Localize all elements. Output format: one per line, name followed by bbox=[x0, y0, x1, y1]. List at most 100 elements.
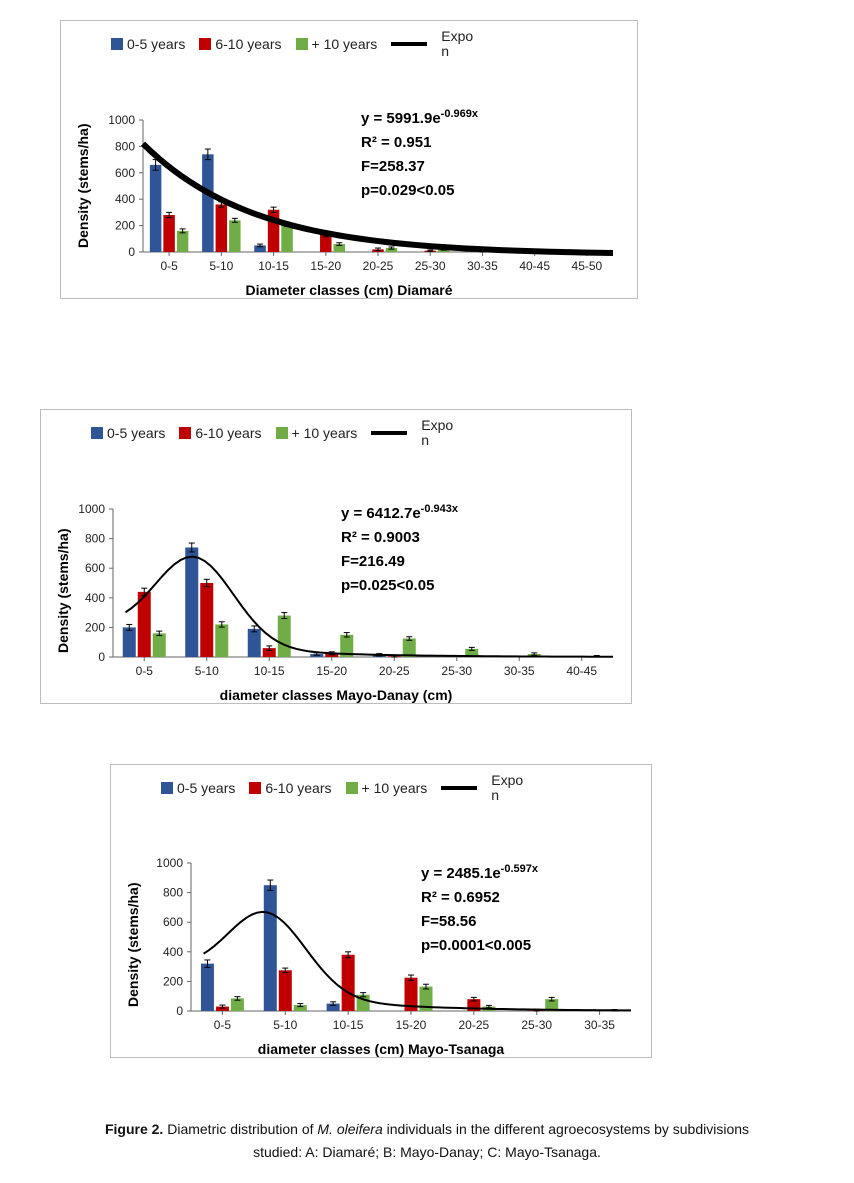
svg-text:800: 800 bbox=[115, 139, 135, 153]
svg-text:400: 400 bbox=[85, 590, 105, 604]
svg-text:5-10: 5-10 bbox=[273, 1018, 297, 1032]
legend-item-6-10: 6-10 years bbox=[179, 425, 261, 441]
svg-text:20-25: 20-25 bbox=[459, 1018, 490, 1032]
legend: 0-5 years 6-10 years + 10 years Expon bbox=[41, 410, 631, 453]
legend-label: 0-5 years bbox=[177, 780, 235, 796]
chart-plot-area: Density (stems/ha) 020040060080010000-55… bbox=[61, 64, 637, 298]
legend-item-6-10: 6-10 years bbox=[249, 780, 331, 796]
legend-swatch bbox=[161, 782, 173, 794]
chart-svg: 020040060080010000-55-1010-1515-2020-252… bbox=[41, 453, 631, 685]
svg-text:15-20: 15-20 bbox=[316, 664, 347, 678]
svg-text:5-10: 5-10 bbox=[209, 259, 233, 273]
legend-item-expon bbox=[371, 431, 407, 435]
legend-swatch bbox=[296, 38, 308, 50]
legend-label: 6-10 years bbox=[215, 36, 281, 52]
legend-expon-label: Expon bbox=[441, 29, 473, 60]
y-axis-label: Density (stems/ha) bbox=[75, 123, 91, 247]
legend-item-expon bbox=[391, 42, 427, 46]
legend-swatch bbox=[179, 427, 191, 439]
caption-figure-number: Figure 2. bbox=[105, 1121, 163, 1137]
legend-item-10plus: + 10 years bbox=[296, 36, 378, 52]
svg-text:40-45: 40-45 bbox=[519, 259, 550, 273]
svg-text:600: 600 bbox=[85, 561, 105, 575]
legend-line-icon bbox=[441, 786, 477, 790]
legend: 0-5 years 6-10 years + 10 years Expon bbox=[61, 21, 637, 64]
svg-text:1000: 1000 bbox=[78, 502, 105, 516]
chart-svg: 0 200 400 600 800 1000 0-5 5-10 10-15 15-20 20-25 2… bbox=[111, 807, 651, 1039]
legend-label: 0-5 years bbox=[107, 425, 165, 441]
chart-plot-area: Density (stems/ha) 0 200 400 600 800 1000 0-5 5… bbox=[111, 807, 651, 1057]
chart-plot-area: Density (stems/ha) 020040060080010000-55… bbox=[41, 453, 631, 703]
legend-expon-label: Expon bbox=[421, 418, 453, 449]
svg-text:0-5: 0-5 bbox=[160, 259, 178, 273]
svg-text:800: 800 bbox=[163, 886, 183, 900]
legend-item-expon bbox=[441, 786, 477, 790]
legend-line-icon bbox=[391, 42, 427, 46]
svg-text:20-25: 20-25 bbox=[379, 664, 410, 678]
svg-text:30-35: 30-35 bbox=[467, 259, 498, 273]
svg-text:0-5: 0-5 bbox=[214, 1018, 232, 1032]
svg-text:800: 800 bbox=[85, 531, 105, 545]
legend-item-0-5: 0-5 years bbox=[111, 36, 185, 52]
svg-text:10-15: 10-15 bbox=[258, 259, 289, 273]
svg-text:0-5: 0-5 bbox=[136, 664, 154, 678]
svg-text:20-25: 20-25 bbox=[363, 259, 394, 273]
svg-text:1000: 1000 bbox=[156, 856, 183, 870]
svg-text:0: 0 bbox=[176, 1004, 183, 1018]
legend-swatch bbox=[91, 427, 103, 439]
svg-text:25-30: 25-30 bbox=[521, 1018, 552, 1032]
regression-stats: y = 6412.7e-0.943xR² = 0.9003F=216.49p=0… bbox=[341, 501, 458, 598]
chart-panel-mayo-tsanaga: 0-5 years 6-10 years + 10 years Expon De… bbox=[110, 764, 652, 1059]
legend-label: 0-5 years bbox=[127, 36, 185, 52]
chart-panel-mayo-danay: 0-5 years 6-10 years + 10 years Expon De… bbox=[40, 409, 632, 704]
legend-line-icon bbox=[371, 431, 407, 435]
x-axis-label: Diameter classes (cm) Diamaré bbox=[61, 282, 637, 298]
regression-stats: y = 2485.1e-0.597xR² = 0.6952F=58.56p=0.… bbox=[421, 861, 538, 958]
svg-text:0: 0 bbox=[128, 245, 135, 259]
svg-text:40-45: 40-45 bbox=[566, 664, 597, 678]
svg-text:15-20: 15-20 bbox=[310, 259, 341, 273]
svg-text:400: 400 bbox=[163, 945, 183, 959]
legend-label: + 10 years bbox=[292, 425, 358, 441]
legend-swatch bbox=[276, 427, 288, 439]
chart-svg: 020040060080010000-55-1010-1515-2020-252… bbox=[61, 64, 637, 280]
figure-caption: Figure 2. Diametric distribution of M. o… bbox=[20, 1118, 834, 1163]
svg-text:15-20: 15-20 bbox=[396, 1018, 427, 1032]
svg-text:5-10: 5-10 bbox=[195, 664, 219, 678]
legend-swatch bbox=[111, 38, 123, 50]
legend-item-0-5: 0-5 years bbox=[91, 425, 165, 441]
legend-item-10plus: + 10 years bbox=[346, 780, 428, 796]
svg-text:200: 200 bbox=[85, 620, 105, 634]
svg-text:25-30: 25-30 bbox=[415, 259, 446, 273]
legend-swatch bbox=[346, 782, 358, 794]
legend-label: + 10 years bbox=[362, 780, 428, 796]
svg-text:600: 600 bbox=[115, 166, 135, 180]
legend-expon-label: Expon bbox=[491, 773, 523, 804]
caption-text: Diametric distribution of bbox=[163, 1121, 317, 1137]
legend-label: 6-10 years bbox=[265, 780, 331, 796]
y-axis-label: Density (stems/ha) bbox=[125, 883, 141, 1007]
legend-label: + 10 years bbox=[312, 36, 378, 52]
y-axis-label: Density (stems/ha) bbox=[55, 528, 71, 652]
legend: 0-5 years 6-10 years + 10 years Expon bbox=[111, 765, 651, 808]
legend-swatch bbox=[249, 782, 261, 794]
chart-panel-diamare: 0-5 years 6-10 years + 10 years Expon De… bbox=[60, 20, 638, 299]
svg-text:25-30: 25-30 bbox=[441, 664, 472, 678]
svg-text:30-35: 30-35 bbox=[504, 664, 535, 678]
svg-text:10-15: 10-15 bbox=[333, 1018, 364, 1032]
x-axis-label: diameter classes (cm) Mayo-Tsanaga bbox=[111, 1041, 651, 1057]
svg-text:200: 200 bbox=[115, 218, 135, 232]
caption-text: individuals in the different agroecosyst… bbox=[383, 1121, 749, 1137]
legend-swatch bbox=[199, 38, 211, 50]
regression-stats: y = 5991.9e-0.969xR² = 0.951F=258.37p=0.… bbox=[361, 106, 478, 203]
svg-text:1000: 1000 bbox=[108, 113, 135, 127]
legend-item-6-10: 6-10 years bbox=[199, 36, 281, 52]
caption-species: M. oleifera bbox=[317, 1121, 382, 1137]
x-axis-label: diameter classes Mayo-Danay (cm) bbox=[41, 687, 631, 703]
svg-text:600: 600 bbox=[163, 916, 183, 930]
legend-label: 6-10 years bbox=[195, 425, 261, 441]
svg-text:200: 200 bbox=[163, 975, 183, 989]
legend-item-0-5: 0-5 years bbox=[161, 780, 235, 796]
legend-item-10plus: + 10 years bbox=[276, 425, 358, 441]
svg-text:30-35: 30-35 bbox=[584, 1018, 615, 1032]
